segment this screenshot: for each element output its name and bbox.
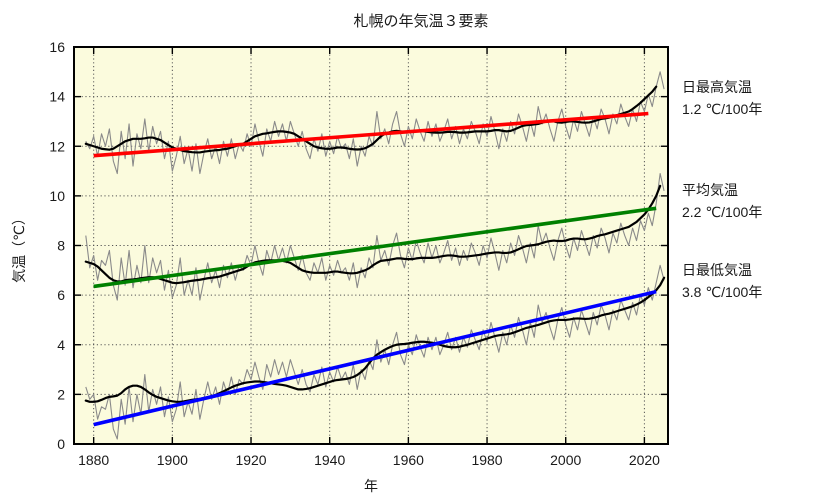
x-tick-label: 2000 xyxy=(550,452,581,468)
legend-mean-rate: 2.2 ℃/100年 xyxy=(682,204,762,220)
y-tick-label: 14 xyxy=(49,89,65,105)
axis-ticks xyxy=(74,46,668,445)
series-group xyxy=(84,71,665,175)
x-axis-title: 年 xyxy=(364,478,378,494)
legend-max-label: 日最高気温 xyxy=(682,79,752,95)
y-axis-title: 気温（℃） xyxy=(11,211,27,283)
y-tick-label: 12 xyxy=(49,138,65,154)
legend-min-label: 日最低気温 xyxy=(682,262,752,278)
legend-min-rate: 3.8 ℃/100年 xyxy=(682,284,762,300)
series-group xyxy=(84,264,666,440)
x-tick-label: 1880 xyxy=(78,452,109,468)
gridlines xyxy=(74,47,668,444)
y-tick-label: 10 xyxy=(49,188,65,204)
y-tick-label: 4 xyxy=(57,337,65,353)
x-tick-label: 1920 xyxy=(235,452,266,468)
raw-annual-line xyxy=(85,172,665,301)
y-tick-label: 6 xyxy=(57,287,65,303)
plot-frame xyxy=(73,46,669,445)
legend: 日最高気温 1.2 ℃/100年 平均気温 2.2 ℃/100年 日最低気温 3… xyxy=(682,79,762,300)
x-tick-label: 1900 xyxy=(157,452,188,468)
trend-line xyxy=(93,111,649,158)
trend-line xyxy=(93,206,657,289)
series-group xyxy=(84,172,665,301)
y-tick-label: 16 xyxy=(49,39,65,55)
y-axis-tick-labels: 0 2 4 6 8 10 12 14 16 xyxy=(49,39,65,452)
y-tick-label: 0 xyxy=(57,436,65,452)
x-tick-label: 1980 xyxy=(471,452,502,468)
x-tick-label: 2020 xyxy=(629,452,660,468)
legend-max-rate: 1.2 ℃/100年 xyxy=(682,101,762,117)
raw-annual-line xyxy=(85,264,665,440)
legend-mean-label: 平均気温 xyxy=(682,182,738,198)
chart-title: 札幌の年気温３要素 xyxy=(353,13,488,30)
y-tick-label: 8 xyxy=(57,238,65,254)
data-series xyxy=(84,71,666,440)
trend-line xyxy=(93,289,657,427)
smoothed-line xyxy=(84,184,662,285)
x-tick-label: 1940 xyxy=(314,452,345,468)
x-axis-tick-labels: 1880 1900 1920 1940 1960 1980 2000 2020 xyxy=(78,452,660,468)
y-tick-label: 2 xyxy=(57,386,65,402)
x-tick-label: 1960 xyxy=(393,452,424,468)
